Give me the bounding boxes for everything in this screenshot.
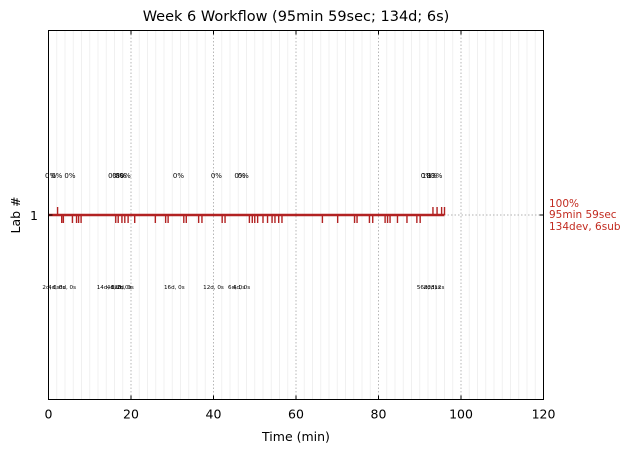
y-axis-label: Lab # — [8, 196, 23, 233]
annotation-percent: 0% — [108, 172, 119, 180]
event-tick-layer — [56, 207, 446, 223]
annotation-percent: 0% — [211, 172, 222, 180]
summary-label-line-2: 95min 59sec — [549, 209, 617, 221]
summary-label-line-1: 100% — [549, 198, 579, 210]
x-tick-label: 0 — [45, 407, 53, 422]
annotation-duration: 12d, 0s — [203, 285, 224, 291]
x-tick-label: 80 — [371, 407, 387, 422]
annotation-percent: 0% — [234, 172, 245, 180]
annotation-duration: 2d, 0s — [117, 285, 134, 291]
annotation-percent: 0% — [238, 172, 249, 180]
annotation-duration: 4d, 0s — [233, 285, 250, 291]
annotation-percent: 0% — [173, 172, 184, 180]
x-tick-label: 20 — [123, 407, 139, 422]
annotation-duration: 4d, 0s — [107, 285, 124, 291]
annotation-percent: 0% — [120, 172, 131, 180]
chart-title: Week 6 Workflow (95min 59sec; 134d; 6s) — [143, 9, 450, 25]
y-tick-label: 1 — [30, 208, 38, 223]
annotation-percent: 0% — [64, 172, 75, 180]
annotation-duration: 14d, 0s — [97, 285, 118, 291]
annotation-duration: 2d, 1s — [424, 285, 441, 291]
annotation-layer: 0%0% 0% 0%0%0%0% 0% 0% 0%0% 0%10%33%2d, 0s4d, … — [42, 172, 444, 291]
annotation-duration: 56d, 3s — [417, 285, 438, 291]
axis-tick-layer: 0 20 40 60 80 100 120 — [45, 30, 556, 422]
annotation-duration: 0d, 2s — [427, 285, 444, 291]
annotation-duration: 4d, 0s — [48, 285, 65, 291]
annotation-duration: 2d, 0s — [42, 285, 59, 291]
x-tick-label: 40 — [206, 407, 222, 422]
annotation-duration: 12d, 0s — [111, 285, 132, 291]
x-tick-label: 100 — [449, 407, 473, 422]
summary-label-line-3: 134dev, 6sub — [549, 221, 621, 233]
annotation-percent: 0% — [115, 172, 126, 180]
annotation-percent: 10% — [422, 172, 438, 180]
annotation-percent: 0% — [112, 172, 123, 180]
annotation-percent: 0% — [421, 172, 432, 180]
x-tick-label: 120 — [532, 407, 556, 422]
x-axis-label: Time (min) — [261, 429, 330, 444]
annotation-duration: 8d, 0s — [59, 285, 76, 291]
annotation-duration: 16d, 0s — [164, 285, 185, 291]
x-tick-label: 60 — [288, 407, 304, 422]
annotation-duration: 6d, 0s — [228, 285, 245, 291]
annotation-percent: 0% — [51, 172, 62, 180]
annotation-percent: 0% — [45, 172, 56, 180]
annotation-percent: 33% — [427, 172, 443, 180]
